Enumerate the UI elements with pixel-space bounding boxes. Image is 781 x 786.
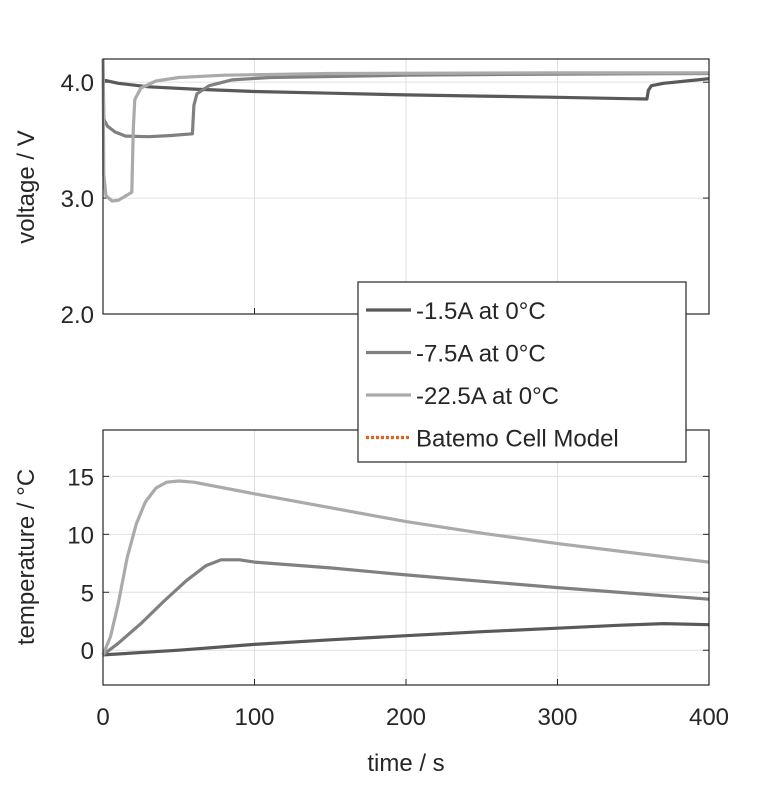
legend-label: -22.5A at 0°C [416, 383, 559, 410]
time-xlabel: time / s [367, 750, 444, 777]
y-tick-label: 0 [81, 638, 94, 665]
temperature-ylabel: temperature / °C [13, 469, 40, 645]
voltage-ylabel: voltage / V [13, 130, 40, 243]
legend-label: -7.5A at 0°C [416, 341, 546, 368]
series-line-22.5aat0c [101, 58, 709, 203]
series-line-1.5aat0c [102, 77, 710, 101]
temperature-axes: 0 5 10 15 0 100 200 300 400 [67, 429, 729, 731]
x-tick-label: 200 [386, 704, 426, 731]
series-line-7.5aat0c [101, 58, 710, 139]
series-line-1.5aat0c [102, 622, 710, 657]
voltage-axes: 2.0 3.0 4.0 [61, 58, 710, 329]
x-tick-label: 300 [537, 704, 577, 731]
legend-label: -1.5A at 0°C [416, 298, 546, 325]
series-line-22.5aat0c [101, 479, 710, 656]
legend-label: Batemo Cell Model [416, 426, 619, 453]
legend-box [357, 281, 687, 463]
y-tick-label: 4.0 [61, 70, 94, 97]
series-line-7.5aat0c [102, 558, 710, 657]
y-tick-label: 5 [81, 580, 94, 607]
y-tick-label: 15 [67, 464, 94, 491]
y-tick-label: 3.0 [61, 186, 94, 213]
y-tick-label: 10 [67, 522, 94, 549]
x-tick-label: 400 [689, 704, 729, 731]
legend: -1.5A at 0°C -7.5A at 0°C -22.5A at 0°C Bat… [357, 281, 687, 463]
x-tick-label: 100 [234, 704, 274, 731]
x-tick-label: 0 [96, 704, 109, 731]
y-tick-label: 2.0 [61, 302, 94, 329]
